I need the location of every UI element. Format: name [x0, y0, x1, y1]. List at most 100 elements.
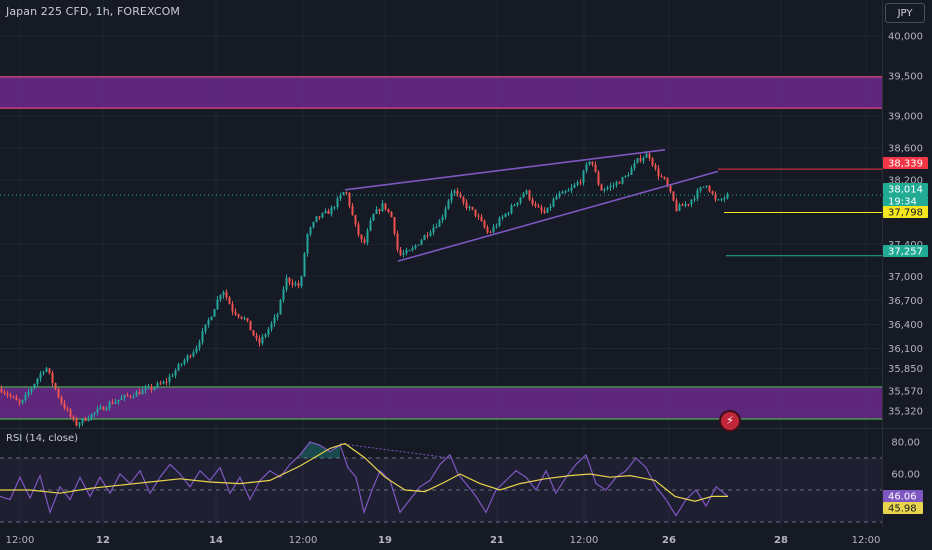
- candle-body: [591, 161, 594, 165]
- candle-body: [540, 207, 543, 211]
- x-tick-label: 12:00: [570, 535, 599, 546]
- candle-body: [234, 311, 237, 315]
- candle-body: [264, 334, 267, 337]
- candle-body: [687, 204, 690, 206]
- candle-body: [636, 158, 639, 163]
- candle-body: [276, 314, 279, 318]
- candle-body: [450, 193, 453, 201]
- candle-body: [570, 187, 573, 191]
- candle-body: [357, 224, 360, 235]
- candle-body: [231, 304, 234, 312]
- candle-body: [225, 292, 228, 298]
- candle-body: [84, 418, 87, 421]
- y-tick-label: 35,320: [888, 407, 923, 418]
- price-label-box: [883, 245, 928, 257]
- candle-body: [174, 370, 177, 376]
- candle-body: [153, 387, 156, 390]
- candle-body: [243, 318, 246, 320]
- candle-body: [702, 186, 705, 188]
- candle-body: [582, 170, 585, 183]
- candle-body: [282, 289, 285, 301]
- candle-body: [192, 352, 195, 357]
- candle-body: [525, 190, 528, 194]
- candle-body: [177, 364, 180, 371]
- candle-body: [435, 226, 438, 228]
- y-tick-label: 37,000: [888, 272, 923, 283]
- candle-body: [600, 184, 603, 191]
- rising-wedge-lines: [344, 148, 719, 262]
- candle-body: [420, 240, 423, 245]
- candle-body: [387, 209, 390, 212]
- candle-body: [696, 190, 699, 199]
- candle-body: [567, 190, 570, 192]
- candle-body: [711, 191, 714, 195]
- candle-body: [138, 391, 141, 395]
- candle-body: [456, 190, 459, 195]
- candle-body: [492, 226, 495, 233]
- candle-body: [33, 383, 36, 389]
- candle-body: [459, 194, 462, 198]
- candle-body: [558, 193, 561, 197]
- candle-body: [552, 199, 555, 207]
- candle-body: [708, 185, 711, 192]
- candle-body: [246, 318, 249, 321]
- candle-body: [207, 320, 210, 325]
- candle-body: [564, 191, 567, 193]
- x-tick-label: 21: [490, 535, 504, 546]
- candle-body: [681, 204, 684, 206]
- candle-body: [684, 204, 687, 206]
- candle-body: [90, 414, 93, 420]
- candle-body: [660, 176, 663, 178]
- candle-body: [78, 423, 81, 426]
- candle-body: [447, 200, 450, 209]
- candle-body: [45, 368, 48, 372]
- price-label-text: 38,339: [888, 159, 923, 170]
- candle-body: [402, 253, 405, 255]
- lightning-icon[interactable]: ⚡: [721, 412, 739, 430]
- candle-body: [528, 190, 531, 200]
- candle-body: [399, 249, 402, 255]
- candle-body: [117, 399, 120, 402]
- rsi-tick-label: 60.00: [891, 470, 920, 481]
- candle-body: [210, 316, 213, 321]
- candle-body: [222, 292, 225, 296]
- candle-body: [393, 217, 396, 234]
- candle-body: [309, 227, 312, 235]
- candle-body: [378, 209, 381, 212]
- candle-body: [279, 300, 282, 315]
- candle-body: [390, 211, 393, 218]
- candle-body: [285, 277, 288, 290]
- currency-button[interactable]: JPY: [885, 3, 925, 23]
- candle-body: [480, 216, 483, 222]
- candle-body: [324, 211, 327, 214]
- candle-body: [36, 378, 39, 384]
- candle-body: [627, 174, 630, 177]
- candle-body: [495, 225, 498, 227]
- price-label-box: [883, 206, 928, 218]
- candle-body: [63, 403, 66, 409]
- rsi-line: [0, 441, 729, 517]
- candle-body: [603, 189, 606, 191]
- x-tick-label: 19: [378, 535, 392, 546]
- candle-body: [165, 381, 168, 383]
- candle-body: [594, 164, 597, 173]
- candle-body: [414, 245, 417, 249]
- candle-body: [198, 342, 201, 348]
- candle-body: [462, 197, 465, 203]
- candle-body: [465, 202, 468, 209]
- chart-title: Japan 225 CFD, 1h, FOREXCOM: [6, 5, 180, 18]
- candle-body: [612, 185, 615, 187]
- x-tick-label: 12: [96, 535, 110, 546]
- candle-body: [54, 383, 57, 390]
- rsi-overbought-fill: [300, 442, 340, 458]
- candle-body: [633, 162, 636, 169]
- candle-body: [6, 393, 9, 396]
- candle-body: [0, 388, 3, 393]
- axes: 40,00039,50039,00038,60038,20037,40037,0…: [6, 32, 928, 546]
- y-tick-label: 36,400: [888, 320, 923, 331]
- wedge-lower-line: [397, 170, 719, 262]
- candle-body: [516, 202, 519, 206]
- candle-body: [180, 363, 183, 365]
- candle-body: [237, 314, 240, 317]
